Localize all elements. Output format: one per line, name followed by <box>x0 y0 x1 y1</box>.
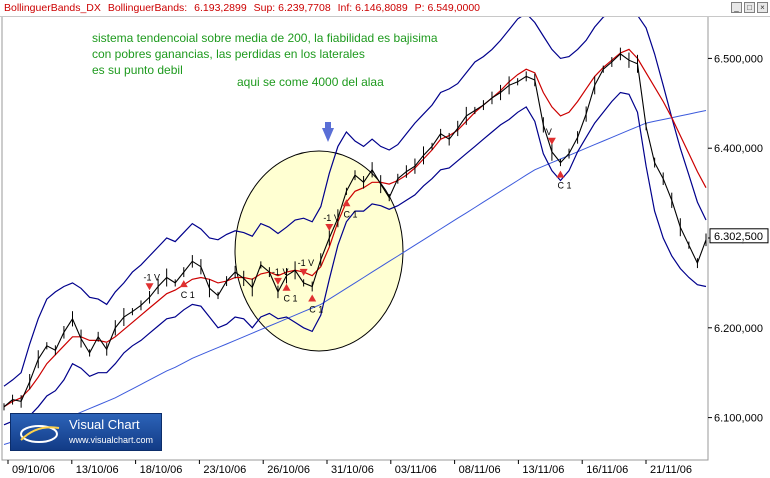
x-tick-label: 26/10/06 <box>267 464 310 476</box>
indicator-value: 6.193,2899 <box>194 2 247 14</box>
inf-value: Inf: 6.146,8089 <box>337 2 408 14</box>
indicator-name: BollinguerBands_DX <box>4 2 101 14</box>
sell-signal: V <box>546 127 556 145</box>
buy-signal: C 1 <box>282 283 298 304</box>
x-tick-label: 18/10/06 <box>140 464 183 476</box>
last-price-label: 6.302,500 <box>714 231 763 243</box>
indicator-title-bar: BollinguerBands_DX BollinguerBands: 6.19… <box>0 0 770 17</box>
attention-arrow-icon <box>322 122 334 142</box>
close-button[interactable]: × <box>757 2 768 13</box>
buy-signal-label: C 1 <box>557 181 571 191</box>
buy-signal: C 1 <box>308 294 323 314</box>
sell-arrow-icon <box>547 137 556 145</box>
logo-url: www.visualchart.com <box>69 435 154 445</box>
sell-signal-label: -1 V <box>272 267 289 277</box>
y-tick-label: 6.500,000 <box>714 53 763 65</box>
x-tick-label: 09/10/06 <box>12 464 55 476</box>
sell-signal-label: -1 V <box>323 213 340 223</box>
sell-arrow-icon <box>273 277 282 285</box>
note-line-3: es su punto debil <box>92 63 183 77</box>
buy-signal-label: C 1 <box>343 209 357 219</box>
buy-signal-label: C 1 <box>181 290 195 300</box>
y-tick-label: 6.200,000 <box>714 323 763 335</box>
indicator-label: BollinguerBands: <box>107 2 188 14</box>
buy-signal: C 1 <box>342 199 357 219</box>
buy-arrow-icon <box>179 280 188 288</box>
price-value: P: 6.549,0000 <box>414 2 480 14</box>
buy-signal: C 1 <box>179 280 195 300</box>
logo-swoosh-icon <box>20 425 60 443</box>
lateral-zone-circle <box>234 150 404 352</box>
sell-signal-label: -1 V <box>298 258 315 268</box>
buy-arrow-icon <box>556 170 565 178</box>
series-layer <box>3 3 707 445</box>
buy-signal-label: C 1 <box>309 304 323 314</box>
last-price-marker: 6.302,500 <box>709 228 769 244</box>
visual-chart-logo: Visual Chart www.visualchart.com <box>10 413 162 451</box>
x-tick-label: 16/11/06 <box>586 464 628 476</box>
sell-arrow-icon <box>145 283 154 291</box>
logo-name: Visual Chart <box>69 417 140 432</box>
x-tick-label: 31/10/06 <box>331 464 374 476</box>
sell-signal-label: V <box>546 127 552 137</box>
buy-signal: C 1 <box>556 170 571 191</box>
x-axis: 09/10/06 13/10/06 18/10/06 23/10/06 26/10/06… <box>7 460 692 476</box>
x-tick-label: 08/11/06 <box>459 464 501 476</box>
x-tick-label: 03/11/06 <box>395 464 437 476</box>
series-line-sma <box>3 48 707 408</box>
sell-arrow-icon <box>299 268 308 276</box>
sup-value: Sup: 6.239,7708 <box>253 2 331 14</box>
minimize-button[interactable]: _ <box>731 2 742 13</box>
y-tick-label: 6.100,000 <box>714 413 763 425</box>
x-tick-label: 23/10/06 <box>203 464 246 476</box>
maximize-button[interactable]: □ <box>744 2 755 13</box>
buy-signal-label: C 1 <box>284 294 298 304</box>
buy-arrow-icon <box>282 283 291 291</box>
series-line-lower-band <box>3 91 707 426</box>
x-tick-label: 21/11/06 <box>650 464 692 476</box>
buy-arrow-icon <box>308 294 317 302</box>
note-line-1: sistema tendencoial sobre media de 200, … <box>92 31 438 45</box>
note-line-2: con pobres ganancias, las perdidas en lo… <box>92 47 365 61</box>
y-tick-label: 6.400,000 <box>714 143 763 155</box>
x-tick-label: 13/10/06 <box>76 464 119 476</box>
sell-signal: -1 V <box>144 272 161 291</box>
series-line-upper-band <box>3 3 707 387</box>
note-line-4: aqui se come 4000 del alaa <box>237 75 384 89</box>
sell-signal: -1 V <box>298 258 315 276</box>
buy-arrow-icon <box>342 199 351 207</box>
sell-signal-label: -1 V <box>144 272 161 282</box>
x-tick-label: 13/11/06 <box>522 464 564 476</box>
sell-arrow-icon <box>325 224 334 231</box>
series-line-long-ma <box>3 110 707 445</box>
sell-signal: -1 V <box>272 267 289 285</box>
sell-signal: -1 V <box>323 213 340 231</box>
